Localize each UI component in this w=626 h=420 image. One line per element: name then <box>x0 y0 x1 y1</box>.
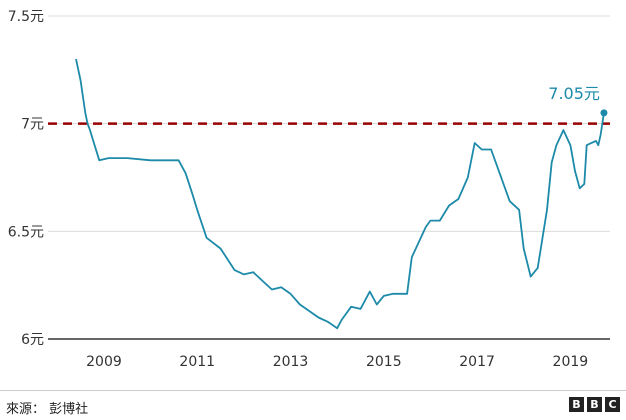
x-tick-label: 2019 <box>553 354 589 370</box>
usd-cny-series-line <box>75 58 605 330</box>
logo-letter-c: C <box>605 397 620 412</box>
x-tick-label: 2013 <box>273 354 309 370</box>
x-tick-label: 2015 <box>366 354 402 370</box>
y-tick-label: 7.5元 <box>8 9 44 25</box>
x-tick-label: 2009 <box>86 354 122 370</box>
end-value-annotation: 7.05元 <box>548 84 600 103</box>
gridlines <box>48 15 610 232</box>
logo-letter-b2: B <box>587 397 602 412</box>
x-tick-label: 2017 <box>459 354 495 370</box>
y-tick-label: 6.5元 <box>8 224 44 240</box>
logo-letter-b1: B <box>569 397 584 412</box>
bbc-logo: B B C <box>569 397 620 412</box>
source-note: 來源： 彭博社 <box>6 402 89 417</box>
x-axis-tick-labels: 2009 2011 2013 2015 2017 2019 <box>86 354 588 370</box>
y-tick-label: 6元 <box>21 332 44 348</box>
end-point-marker <box>600 109 608 117</box>
y-tick-label: 7元 <box>21 117 44 133</box>
y-axis-tick-labels: 7.5元 7元 6.5元 6元 <box>8 9 44 348</box>
footer: 來源： 彭博社 B B C <box>0 390 626 420</box>
line-chart: 7.5元 7元 6.5元 6元 2009 2011 2013 2015 2017 2019 7.… <box>8 9 610 370</box>
footer-divider <box>0 390 626 391</box>
x-tick-label: 2011 <box>179 354 215 370</box>
